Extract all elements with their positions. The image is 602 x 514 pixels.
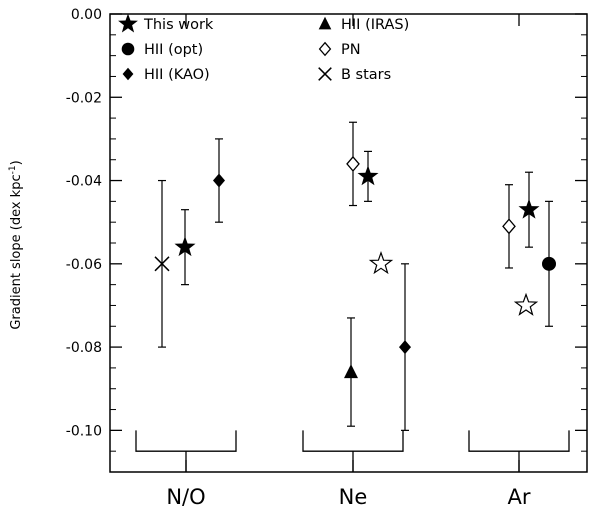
marker-star-filled — [174, 236, 196, 257]
y-axis-title-main: Gradient slope (dex kpc — [9, 174, 24, 329]
marker-star-filled — [357, 165, 379, 186]
legend-label: B stars — [341, 67, 391, 83]
data-points — [154, 121, 556, 431]
legend: This work HII (opt) HII (KAO) HII (IRAS) PN B… — [118, 13, 409, 83]
x-category-label: Ne — [339, 485, 368, 509]
y-tick-label: -0.08 — [66, 340, 102, 356]
legend-label: HII (IRAS) — [341, 17, 409, 33]
marker-cross — [318, 67, 332, 81]
y-tick-label: -0.04 — [66, 174, 102, 190]
marker-star-open — [513, 292, 539, 316]
marker-star-filled — [118, 13, 138, 33]
group-bracket — [468, 430, 570, 472]
marker-circle-filled — [121, 42, 135, 56]
marker-diamond-filled — [213, 173, 225, 188]
legend-label: PN — [341, 42, 361, 58]
y-tick-label: -0.02 — [66, 90, 102, 106]
marker-diamond-open — [346, 155, 360, 172]
marker-diamond-open — [318, 41, 332, 57]
marker-star-open — [368, 250, 394, 275]
group-bracket — [135, 430, 237, 472]
y-axis-title-close: ) — [9, 160, 24, 165]
marker-triangle-filled — [344, 364, 358, 379]
marker-triangle-filled — [318, 16, 332, 30]
x-category-label: Ar — [508, 485, 531, 509]
y-tick-label: 0.00 — [71, 7, 102, 23]
marker-diamond-open — [502, 218, 516, 235]
legend-label: HII (opt) — [144, 42, 203, 58]
y-axis-title-superscript: -1 — [8, 165, 18, 174]
marker-star-filled — [518, 198, 540, 219]
y-tick-label: -0.10 — [66, 423, 102, 439]
marker-circle-filled — [542, 256, 556, 271]
y-axis-title: Gradient slope (dex kpc-1) — [8, 160, 24, 329]
marker-diamond-filled — [399, 340, 411, 355]
x-category-label: N/O — [166, 485, 205, 509]
marker-diamond-filled — [122, 67, 134, 81]
y-tick-label: -0.06 — [66, 257, 102, 273]
legend-label: This work — [143, 17, 214, 33]
category-brackets — [135, 430, 570, 472]
marker-cross — [154, 256, 170, 272]
chart-axes: 0.00 -0.02 -0.04 -0.06 -0.08 -0.10 N/O Ne Ar — [66, 7, 588, 509]
group-bracket — [302, 430, 404, 472]
legend-label: HII (KAO) — [144, 67, 210, 83]
